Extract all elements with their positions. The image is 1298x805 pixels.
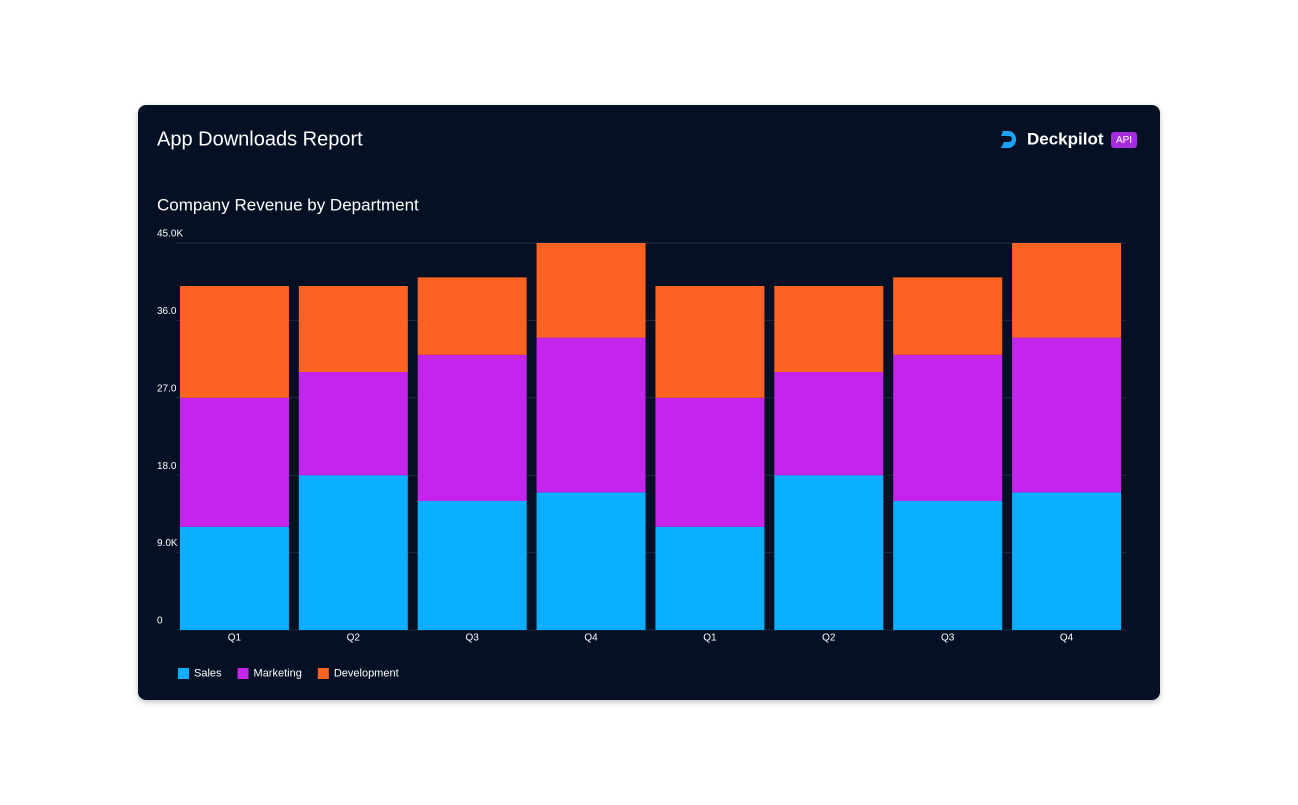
x-tick-label: Q4	[584, 633, 598, 644]
bar-segment	[417, 501, 527, 630]
api-badge-text: API	[1116, 135, 1132, 146]
bar-segment	[417, 354, 527, 501]
bar-segment	[1012, 243, 1122, 338]
bar-segment	[298, 286, 408, 372]
bar-segment	[298, 372, 408, 476]
x-tick-label: Q4	[1060, 633, 1074, 644]
legend-label: Marketing	[254, 667, 302, 679]
brand-logo	[1001, 131, 1017, 148]
bar-segment	[655, 286, 765, 398]
bar-segment	[774, 372, 884, 476]
bar-segment	[536, 243, 646, 338]
x-tick-label: Q1	[703, 633, 717, 644]
legend-swatch	[317, 668, 329, 679]
bar-segment	[893, 277, 1003, 355]
bar-segment	[893, 354, 1003, 501]
bar-segment	[298, 475, 408, 630]
chart-title: Company Revenue by Department	[157, 195, 419, 214]
legend-swatch	[178, 668, 189, 679]
x-tick-label: Q2	[347, 633, 361, 644]
bar-segment	[417, 277, 527, 355]
bar-segment	[893, 501, 1003, 630]
legend-swatch	[237, 668, 249, 679]
bar-segment	[179, 526, 289, 630]
legend-label: Development	[334, 667, 399, 679]
report-title: App Downloads Report	[157, 128, 363, 150]
bar-segment	[774, 286, 884, 372]
y-tick-label: 18.0	[157, 461, 177, 472]
x-tick-label: Q2	[822, 633, 836, 644]
y-tick-label: 0	[157, 616, 163, 627]
x-tick-label: Q1	[228, 633, 242, 644]
legend-label: Sales	[194, 667, 222, 679]
bar-segment	[179, 397, 289, 527]
y-tick-label: 27.0	[157, 383, 177, 394]
x-tick-label: Q3	[941, 633, 955, 644]
bar-segment	[655, 526, 765, 630]
y-tick-label: 45.0K	[157, 229, 183, 240]
x-tick-label: Q3	[466, 633, 480, 644]
y-tick-label: 9.0K	[157, 538, 178, 549]
bar-segment	[655, 397, 765, 527]
bar-segment	[1012, 492, 1122, 630]
y-tick-label: 36.0	[157, 306, 177, 317]
bar-segment	[179, 286, 289, 398]
api-badge	[1111, 132, 1137, 148]
bar-segment	[774, 475, 884, 630]
brand-name: Deckpilot	[1027, 129, 1104, 148]
bar-segment	[536, 337, 646, 493]
bar-segment	[536, 492, 646, 630]
bar-segment	[1012, 337, 1122, 493]
